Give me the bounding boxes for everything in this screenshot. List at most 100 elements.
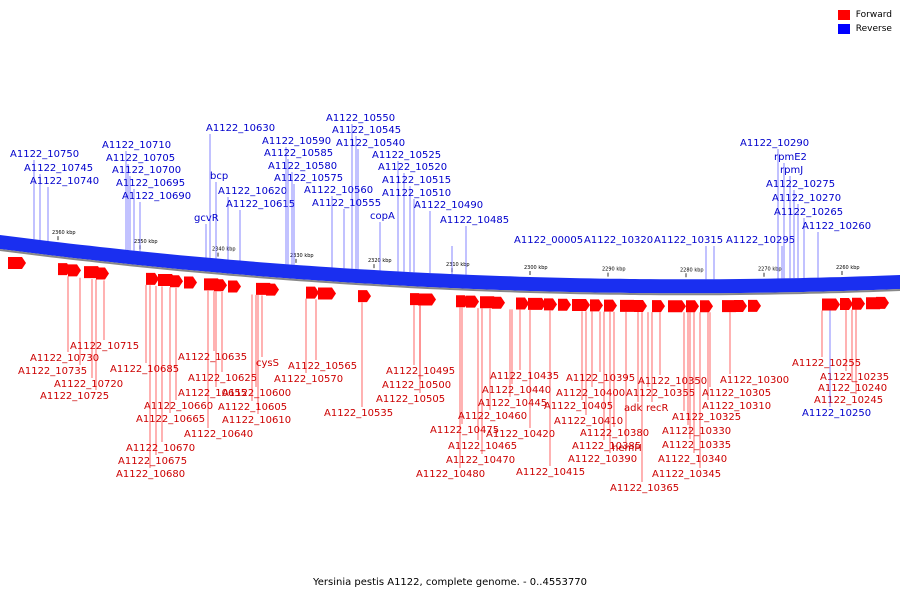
forward-gene-label: A1122_10580 bbox=[268, 161, 337, 172]
reverse-gene-label: A1122_10465 bbox=[448, 441, 517, 452]
reverse-gene-label: A1122_10300 bbox=[720, 375, 789, 386]
gene-block bbox=[170, 275, 183, 288]
tick-label: 2310 kbp bbox=[446, 262, 470, 268]
gene-block bbox=[876, 296, 889, 309]
reverse-gene-label: A1122_10350 bbox=[638, 376, 707, 387]
tick-label: 2340 kbp bbox=[212, 247, 236, 253]
forward-gene-label: A1122_10585 bbox=[264, 148, 333, 159]
forward-gene-label: A1122_10315 bbox=[654, 235, 723, 246]
gene-block bbox=[634, 300, 647, 313]
reverse-gene-label: A1122_10395 bbox=[566, 373, 635, 384]
reverse-gene-label: A1122_10355 bbox=[626, 388, 695, 399]
tick-label: 2300 kbp bbox=[524, 265, 548, 271]
reverse-gene-label: A1122_10715 bbox=[70, 341, 139, 352]
reverse-gene-label: A1122_10625 bbox=[188, 373, 257, 384]
gene-block bbox=[516, 297, 529, 310]
gene-block bbox=[840, 298, 853, 311]
reverse-gene-label: A1122_10610 bbox=[222, 415, 291, 426]
reverse-gene-label: A1122_10400 bbox=[556, 388, 625, 399]
reverse-gene-label: A1122_10565 bbox=[288, 361, 357, 372]
reverse-gene-label: A1122_10335 bbox=[662, 440, 731, 451]
forward-gene-label: A1122_10745 bbox=[24, 163, 93, 174]
gene-block bbox=[318, 287, 336, 300]
forward-gene-label: A1122_10485 bbox=[440, 215, 509, 226]
forward-gene-label: A1122_10320 bbox=[584, 235, 653, 246]
backbone-shadow bbox=[0, 249, 900, 296]
legend-reverse-label: Reverse bbox=[855, 24, 892, 34]
gene-block bbox=[734, 300, 747, 313]
forward-gene-label: rpmJ bbox=[780, 165, 803, 176]
reverse-gene-label: A1122_10475 bbox=[430, 425, 499, 436]
reverse-gene-label: A1122_10665 bbox=[136, 414, 205, 425]
reverse-gene-label: A1122_10255 bbox=[792, 358, 861, 369]
gene-block bbox=[748, 299, 761, 312]
gene-block bbox=[590, 299, 603, 312]
forward-gene-label: A1122_10705 bbox=[106, 153, 175, 164]
gene-block bbox=[686, 300, 699, 313]
gene-block bbox=[700, 300, 713, 313]
forward-gene-label: A1122_10260 bbox=[802, 221, 871, 232]
gene-block bbox=[620, 299, 638, 312]
gene-block bbox=[184, 276, 197, 289]
forward-gene-label: A1122_10555 bbox=[312, 198, 381, 209]
tick-label: 2330 kbp bbox=[290, 253, 314, 259]
reverse-gene-label: A1122_10240 bbox=[818, 383, 887, 394]
gene-block bbox=[418, 293, 436, 306]
tick-label: 2270 kbp bbox=[758, 267, 782, 273]
gene-block bbox=[652, 300, 665, 313]
reverse-gene-label: A1122_10605 bbox=[218, 402, 287, 413]
forward-gene-label: A1122_10550 bbox=[326, 113, 395, 124]
reverse-gene-label: A1122_10670 bbox=[126, 443, 195, 454]
tick-label: 2290 kbp bbox=[602, 267, 626, 273]
tick-label: 2360 kbp bbox=[52, 230, 76, 236]
gene-block bbox=[544, 298, 557, 311]
reverse-gene-label: A1122_10680 bbox=[116, 469, 185, 480]
gene-block bbox=[306, 286, 319, 299]
forward-gene-label: A1122_00005 bbox=[514, 235, 583, 246]
forward-gene-label: A1122_10490 bbox=[414, 200, 483, 211]
reverse-gene-label: A1122_10480 bbox=[416, 469, 485, 480]
reverse-gene-label: A1122_10380 bbox=[580, 428, 649, 439]
legend-reverse: Reverse bbox=[837, 22, 892, 36]
reverse-swatch bbox=[837, 24, 850, 34]
reverse-gene-label: A1122_10345 bbox=[652, 469, 721, 480]
legend-forward: Forward bbox=[837, 8, 892, 22]
reverse-gene-label: A1122_10640 bbox=[184, 429, 253, 440]
reverse-gene-label: A1122_10570 bbox=[274, 374, 343, 385]
forward-gene-label: rpmE2 bbox=[774, 152, 807, 163]
gene-block bbox=[58, 263, 71, 276]
forward-gene-label: A1122_10540 bbox=[336, 138, 405, 149]
reverse-gene-label: A1122_10420 bbox=[486, 429, 555, 440]
forward-gene-label: A1122_10740 bbox=[30, 176, 99, 187]
reverse-gene-label: A1122_10330 bbox=[662, 426, 731, 437]
forward-gene-label: A1122_10630 bbox=[206, 123, 275, 134]
reverse-gene-label: cysS bbox=[256, 358, 279, 369]
forward-gene-label: A1122_10290 bbox=[740, 138, 809, 149]
reverse-gene-label: A1122_10305 bbox=[702, 388, 771, 399]
gene-block bbox=[228, 280, 241, 293]
forward-gene-label: A1122_10560 bbox=[304, 185, 373, 196]
reverse-gene-label: A1122_10340 bbox=[658, 454, 727, 465]
reverse-gene-label: A1122_10435 bbox=[490, 371, 559, 382]
reverse-gene-label: A1122_10535 bbox=[324, 408, 393, 419]
reverse-gene-label: A1122_10470 bbox=[446, 455, 515, 466]
forward-gene-label: A1122_10510 bbox=[382, 188, 451, 199]
reverse-gene-label: A1122_10445 bbox=[478, 398, 547, 409]
reverse-gene-label: A1122_10250 bbox=[802, 408, 871, 419]
gene-block bbox=[214, 279, 227, 292]
genome-caption: Yersinia pestis A1122, complete genome. … bbox=[312, 577, 588, 588]
gene-block bbox=[68, 264, 81, 277]
forward-gene-label: A1122_10615 bbox=[226, 199, 295, 210]
gene-block bbox=[146, 272, 159, 285]
legend: Forward Reverse bbox=[837, 8, 892, 36]
reverse-gene-label: A1122_10235 bbox=[820, 372, 889, 383]
reverse-gene-label: A1122_10415 bbox=[516, 467, 585, 478]
reverse-gene-label: A1122_10500 bbox=[382, 380, 451, 391]
gene-block bbox=[266, 283, 279, 296]
forward-gene-label: A1122_10265 bbox=[774, 207, 843, 218]
reverse-gene-label: A1122_10730 bbox=[30, 353, 99, 364]
reverse-gene-label: A1122_10245 bbox=[814, 395, 883, 406]
reverse-gene-label: A1122_10325 bbox=[672, 412, 741, 423]
forward-gene-label: A1122_10690 bbox=[122, 191, 191, 202]
reverse-gene-label: adk bbox=[624, 403, 642, 414]
